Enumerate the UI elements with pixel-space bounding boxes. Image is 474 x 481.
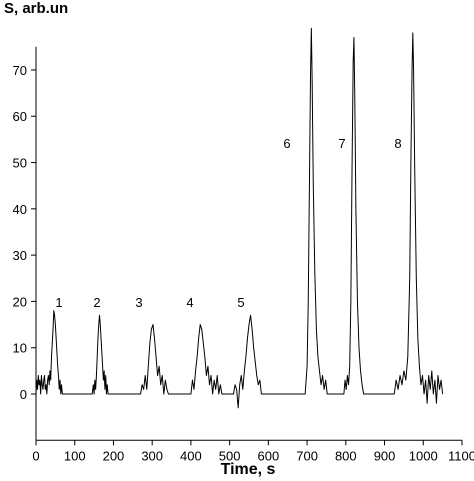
- peak-label: 2: [93, 295, 100, 310]
- peak-label: 8: [394, 136, 401, 151]
- x-tick-label: 0: [32, 448, 39, 463]
- x-tick-label: 100: [64, 448, 86, 463]
- x-tick-label: 600: [258, 448, 280, 463]
- x-tick-label: 1100: [448, 448, 474, 463]
- y-tick-label: 50: [13, 156, 27, 171]
- x-tick-label: 200: [103, 448, 125, 463]
- x-tick-label: 800: [335, 448, 357, 463]
- peak-label: 4: [186, 295, 193, 310]
- x-tick-label: 300: [141, 448, 163, 463]
- y-tick-label: 40: [13, 202, 27, 217]
- x-tick-label: 900: [374, 448, 396, 463]
- x-tick-label: 400: [180, 448, 202, 463]
- y-axis-title: S, arb.un: [4, 0, 68, 17]
- signal-line: [35, 27, 444, 409]
- x-tick-label: 1000: [409, 448, 438, 463]
- y-tick-label: 20: [13, 294, 27, 309]
- peak-label: 5: [237, 295, 244, 310]
- x-axis-title: Time, s: [221, 461, 276, 478]
- x-tick-label: 700: [296, 448, 318, 463]
- y-tick-label: 60: [13, 109, 27, 124]
- peak-label: 1: [55, 295, 62, 310]
- x-tick-label: 500: [219, 448, 241, 463]
- y-tick-label: 10: [13, 341, 27, 356]
- peak-label: 7: [338, 136, 345, 151]
- y-tick-label: 30: [13, 248, 27, 263]
- peak-label: 6: [283, 136, 290, 151]
- peak-label: 3: [135, 295, 142, 310]
- y-tick-label: 70: [13, 63, 27, 78]
- y-tick-label: 0: [20, 387, 27, 402]
